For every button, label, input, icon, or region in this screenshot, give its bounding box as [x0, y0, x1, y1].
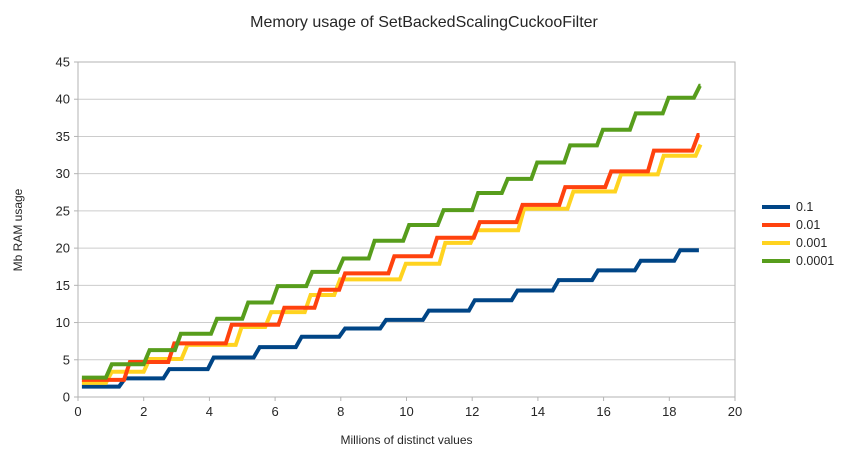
- legend-label: 0.0001: [796, 254, 835, 268]
- series-line-0.01: [81, 133, 701, 382]
- series-line-0.1: [81, 248, 699, 389]
- legend-label: 0.1: [796, 200, 814, 214]
- legend: 0.1 0.01 0.001 0.0001: [762, 198, 834, 270]
- x-tick-label: 8: [337, 404, 344, 419]
- x-tick-label: 0: [74, 404, 81, 419]
- legend-item: 0.1: [762, 198, 834, 216]
- legend-label: 0.01: [796, 218, 821, 232]
- legend-swatch-icon: [762, 259, 790, 263]
- y-tick-label: 25: [56, 203, 70, 218]
- y-tick-label: 10: [56, 315, 70, 330]
- x-tick-label: 2: [140, 404, 147, 419]
- y-tick-label: 15: [56, 278, 70, 293]
- x-tick-label: 10: [399, 404, 413, 419]
- x-tick-label: 14: [531, 404, 545, 419]
- x-tick-label: 6: [271, 404, 278, 419]
- legend-item: 0.001: [762, 234, 834, 252]
- y-axis-title: Mb RAM usage: [11, 188, 25, 272]
- y-tick-label: 35: [56, 129, 70, 144]
- y-tick-label: 40: [56, 92, 70, 107]
- y-tick-label: 20: [56, 241, 70, 256]
- x-tick-label: 12: [465, 404, 479, 419]
- x-tick-label: 16: [596, 404, 610, 419]
- y-tick-label: 45: [56, 55, 70, 70]
- x-axis-title: Millions of distinct values: [340, 433, 473, 447]
- series-line-0.001: [81, 143, 703, 385]
- x-tick-label: 4: [206, 404, 213, 419]
- legend-swatch-icon: [762, 223, 790, 227]
- chart-title: Memory usage of SetBackedScalingCuckooFi…: [250, 14, 598, 31]
- y-tick-label: 30: [56, 166, 70, 181]
- x-tick-label: 20: [728, 404, 742, 419]
- legend-swatch-icon: [762, 241, 790, 245]
- series-line-0.0001: [81, 83, 702, 380]
- y-tick-label: 5: [63, 352, 70, 367]
- legend-item: 0.01: [762, 216, 834, 234]
- legend-swatch-icon: [762, 205, 790, 209]
- legend-label: 0.001: [796, 236, 828, 250]
- y-tick-label: 0: [63, 390, 70, 405]
- legend-item: 0.0001: [762, 252, 834, 270]
- x-tick-label: 18: [662, 404, 676, 419]
